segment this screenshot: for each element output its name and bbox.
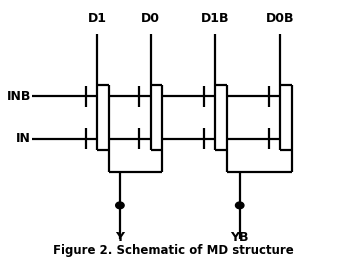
Text: D1B: D1B [201, 12, 230, 25]
Text: D0: D0 [141, 12, 160, 25]
Text: IN: IN [16, 132, 31, 145]
Text: Figure 2. Schematic of MD structure: Figure 2. Schematic of MD structure [53, 244, 294, 257]
Text: D0B: D0B [266, 12, 294, 25]
Text: YB: YB [231, 231, 249, 244]
Text: D1: D1 [88, 12, 107, 25]
Circle shape [116, 202, 124, 209]
Text: INB: INB [6, 90, 31, 103]
Circle shape [236, 202, 244, 209]
Text: Y: Y [115, 231, 124, 244]
